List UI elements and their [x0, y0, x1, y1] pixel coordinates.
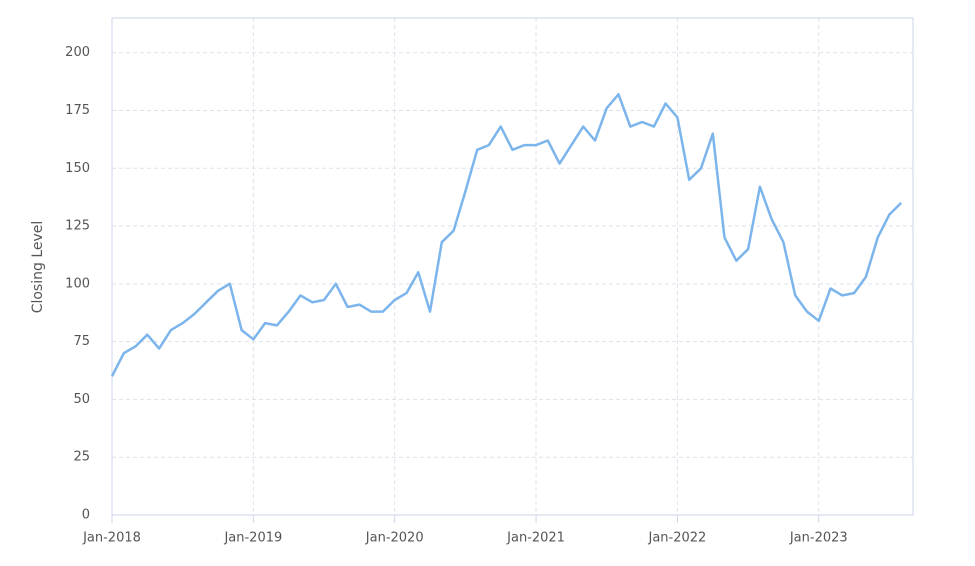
y-tick-label: 150: [65, 161, 90, 176]
y-tick-label: 100: [65, 276, 90, 291]
y-tick-label: 25: [73, 450, 90, 465]
line: [110, 93, 903, 377]
x-tick-label: Jan-2019: [223, 531, 282, 546]
x-tick-label: Jan-2018: [82, 531, 141, 546]
y-tick-label: 200: [65, 45, 90, 60]
x-tick-label: Jan-2022: [647, 531, 706, 546]
x-tick-label: Jan-2020: [365, 531, 424, 546]
x-tick-label: Jan-2023: [789, 531, 848, 546]
y-tick-label: 175: [65, 103, 90, 118]
y-tick-label: 0: [82, 508, 90, 523]
x-tick-label: Jan-2021: [506, 531, 565, 546]
y-tick-label: 50: [73, 392, 90, 407]
y-tick-label: 125: [65, 219, 90, 234]
y-tick-label: 75: [73, 334, 90, 349]
plot-border: [111, 17, 914, 516]
y-axis-label: Closing Level: [30, 221, 46, 314]
